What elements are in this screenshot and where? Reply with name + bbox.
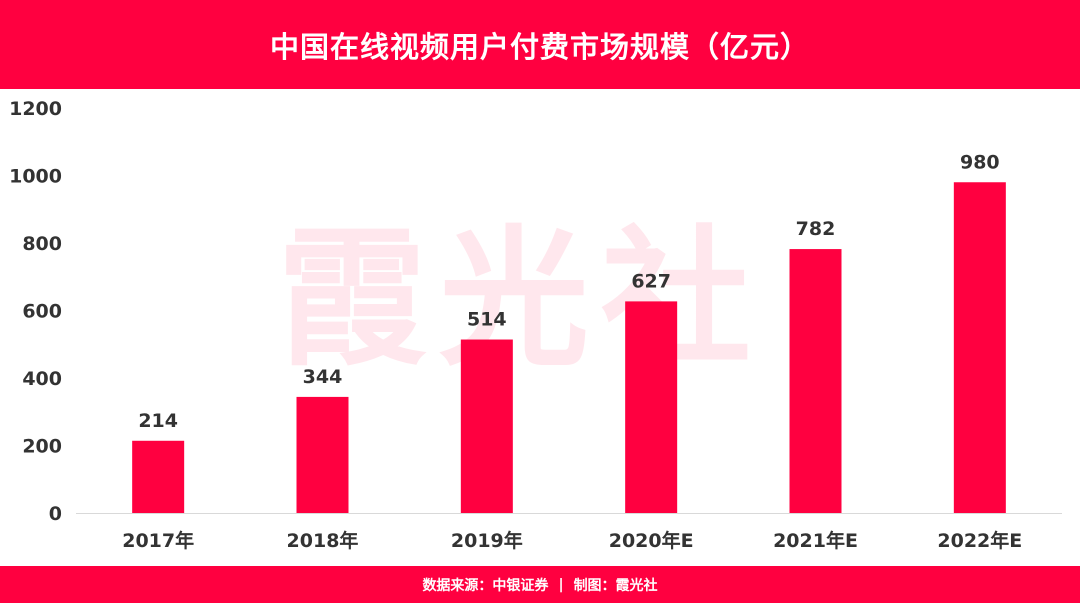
bar xyxy=(132,440,185,513)
bars: 214 344 514 627 782 980 xyxy=(132,151,1006,513)
x-tick-label: 2019年 xyxy=(451,529,523,552)
x-tick-label: 2022年E xyxy=(937,529,1022,552)
x-tick-label: 2018年 xyxy=(287,529,359,552)
credit-text: 制图：霞光社 xyxy=(573,577,658,594)
footer-separator: | xyxy=(558,576,564,593)
bar-value-label: 782 xyxy=(796,218,836,240)
y-tick-label: 800 xyxy=(22,233,62,255)
bar xyxy=(296,396,349,513)
y-tick-label: 400 xyxy=(22,368,62,390)
chart-title: 中国在线视频用户付费市场规模（亿元） xyxy=(269,29,810,64)
y-tick-label: 1200 xyxy=(9,98,62,120)
source-text: 数据来源：中银证券 xyxy=(422,577,549,594)
y-tick-label: 1000 xyxy=(9,166,62,188)
bar-value-label: 344 xyxy=(303,366,343,388)
x-tick-label: 2017年 xyxy=(122,529,194,552)
x-axis-ticks: 2017年 2018年 2019年 2020年E 2021年E 2022年E xyxy=(122,529,1022,552)
bar xyxy=(789,249,842,513)
footer-banner: 数据来源：中银证券 | 制图：霞光社 xyxy=(0,566,1080,603)
bar-value-label: 214 xyxy=(138,410,178,432)
y-axis-ticks: 0 200 400 600 800 1000 1200 xyxy=(9,98,62,525)
bar xyxy=(460,339,513,513)
bar-value-label: 514 xyxy=(467,309,507,331)
y-tick-label: 200 xyxy=(22,436,62,458)
bar xyxy=(953,182,1006,513)
bar xyxy=(625,301,678,513)
chart-title-banner: 中国在线视频用户付费市场规模（亿元） xyxy=(0,0,1080,89)
y-tick-label: 600 xyxy=(22,301,62,323)
x-tick-label: 2021年E xyxy=(773,529,858,552)
y-tick-label: 0 xyxy=(49,503,62,525)
bar-value-label: 980 xyxy=(960,151,1000,173)
x-tick-label: 2020年E xyxy=(609,529,694,552)
bar-value-label: 627 xyxy=(631,270,671,292)
bar-chart: 0 200 400 600 800 1000 1200 214 344 514 627 782 980… xyxy=(9,98,1062,552)
